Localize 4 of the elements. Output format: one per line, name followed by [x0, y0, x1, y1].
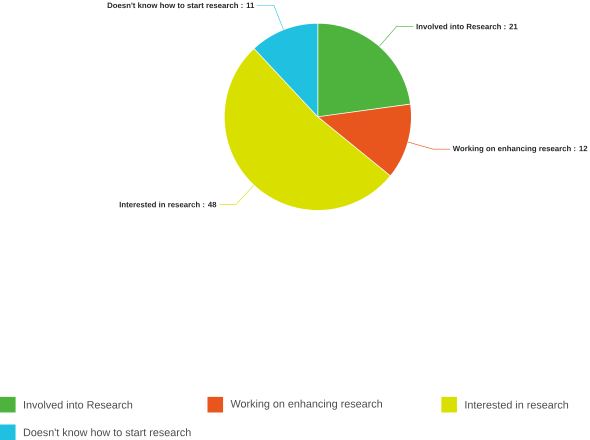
- legend-label: Doesn't know how to start research: [24, 428, 191, 436]
- legend-label: Involved into Research: [24, 400, 132, 409]
- legend-label: Working on enhancing research: [230, 400, 382, 410]
- legend-label: Interested in research: [465, 400, 568, 409]
